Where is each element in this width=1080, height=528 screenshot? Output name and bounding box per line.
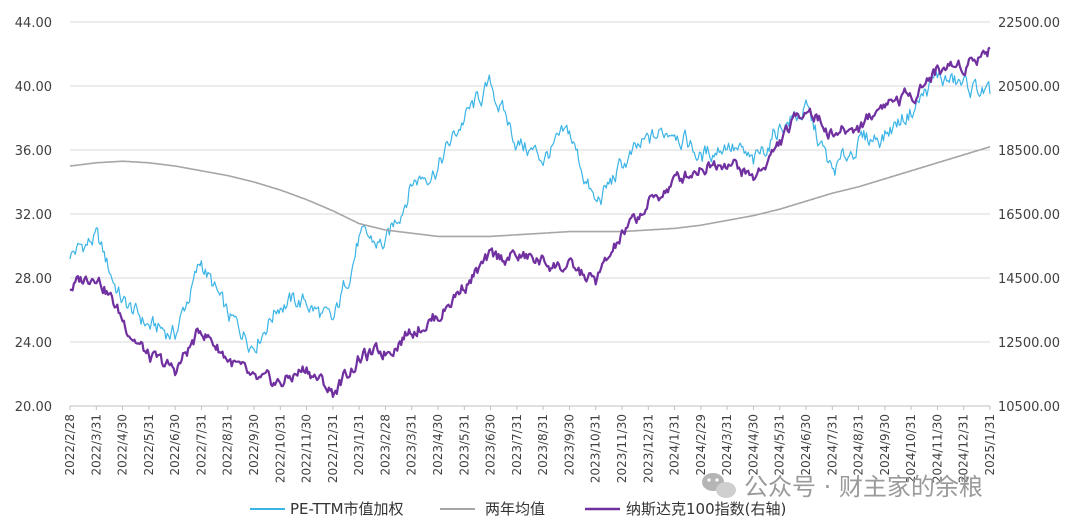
y-right-tick-label: 12500.00 <box>998 336 1060 351</box>
x-tick-label: 2022/11/30 <box>300 414 314 483</box>
x-tick-label: 2022/12/31 <box>326 414 340 483</box>
x-tick-label: 2023/8/31 <box>536 414 550 476</box>
x-tick-label: 2022/3/31 <box>89 414 103 476</box>
y-left-tick-label: 24.00 <box>15 336 52 351</box>
x-axis: 2022/2/28 2022/3/31 2022/4/30 2022/5/31 2022… <box>63 405 997 483</box>
x-tick-label: 2023/6/30 <box>484 414 498 476</box>
y-left-tick-label: 44.00 <box>15 16 52 31</box>
x-tick-label: 2022/10/31 <box>273 414 287 483</box>
left-y-axis: 20.00 24.00 28.00 32.00 36.00 40.00 44.00 <box>15 16 52 415</box>
x-tick-label: 2023/3/31 <box>405 414 419 476</box>
x-tick-label: 2024/7/31 <box>825 414 839 476</box>
y-left-tick-label: 36.00 <box>15 144 52 159</box>
y-right-tick-label: 10500.00 <box>998 400 1060 415</box>
x-tick-label: 2024/10/31 <box>904 414 918 483</box>
x-tick-label: 2023/2/28 <box>378 414 392 476</box>
x-tick-label: 2023/1/31 <box>352 414 366 476</box>
x-tick-label: 2024/8/31 <box>852 414 866 476</box>
x-tick-label: 2023/11/30 <box>615 414 629 483</box>
x-tick-label: 2024/2/29 <box>694 414 708 476</box>
y-right-tick-label: 20500.00 <box>998 80 1060 95</box>
x-tick-label: 2023/4/30 <box>431 414 445 476</box>
x-tick-label: 2023/10/31 <box>589 414 603 483</box>
x-tick-label: 2022/7/31 <box>194 414 208 476</box>
gridlines <box>70 21 990 407</box>
watermark-text: 公众号 · 财主家的余粮 <box>744 473 983 501</box>
x-tick-label: 2022/8/31 <box>221 414 235 476</box>
y-right-tick-label: 22500.00 <box>998 16 1060 31</box>
y-left-tick-label: 28.00 <box>15 272 52 287</box>
x-tick-label: 2022/9/30 <box>247 414 261 476</box>
y-right-tick-label: 14500.00 <box>998 272 1060 287</box>
x-tick-label: 2024/1/31 <box>668 414 682 476</box>
series-line-two-year-mean <box>69 146 991 238</box>
x-tick-label: 2024/3/31 <box>720 414 734 476</box>
x-tick-label: 2024/9/30 <box>878 414 892 476</box>
x-tick-label: 2023/5/31 <box>457 414 471 476</box>
y-right-tick-label: 18500.00 <box>998 144 1060 159</box>
x-tick-label: 2025/1/31 <box>983 414 997 476</box>
x-tick-label: 2024/6/30 <box>799 414 813 476</box>
series-line-pe-ttm <box>69 70 991 354</box>
series-line-nasdaq100 <box>69 46 991 398</box>
x-tick-label: 2023/7/31 <box>510 414 524 476</box>
legend-label-nasdaq100: 纳斯达克100指数(右轴) <box>626 500 786 518</box>
legend-label-two-year-mean: 两年均值 <box>485 500 545 518</box>
x-tick-label: 2024/5/31 <box>773 414 787 476</box>
right-y-axis: 10500.00 12500.00 14500.00 16500.00 18500.00… <box>998 16 1060 415</box>
legend: PE-TTM市值加权 两年均值 纳斯达克100指数(右轴) <box>250 500 786 518</box>
x-tick-label: 2023/12/31 <box>641 414 655 483</box>
x-tick-label: 2022/6/30 <box>168 414 182 476</box>
legend-label-pe-ttm: PE-TTM市值加权 <box>290 500 404 518</box>
x-tick-label: 2024/12/31 <box>957 414 971 483</box>
y-left-tick-label: 20.00 <box>15 400 52 415</box>
x-tick-label: 2024/11/30 <box>930 414 944 483</box>
x-tick-label: 2022/2/28 <box>63 414 77 476</box>
y-left-tick-label: 32.00 <box>15 208 52 223</box>
watermark: 公众号 · 财主家的余粮 <box>702 473 983 501</box>
series-lines <box>69 46 991 398</box>
y-right-tick-label: 16500.00 <box>998 208 1060 223</box>
x-tick-label: 2022/5/31 <box>142 414 156 476</box>
x-tick-label: 2023/9/30 <box>562 414 576 476</box>
wechat-icon <box>702 473 736 498</box>
x-tick-label: 2022/4/30 <box>116 414 130 476</box>
y-left-tick-label: 40.00 <box>15 80 52 95</box>
x-tick-label: 2024/4/30 <box>746 414 760 476</box>
